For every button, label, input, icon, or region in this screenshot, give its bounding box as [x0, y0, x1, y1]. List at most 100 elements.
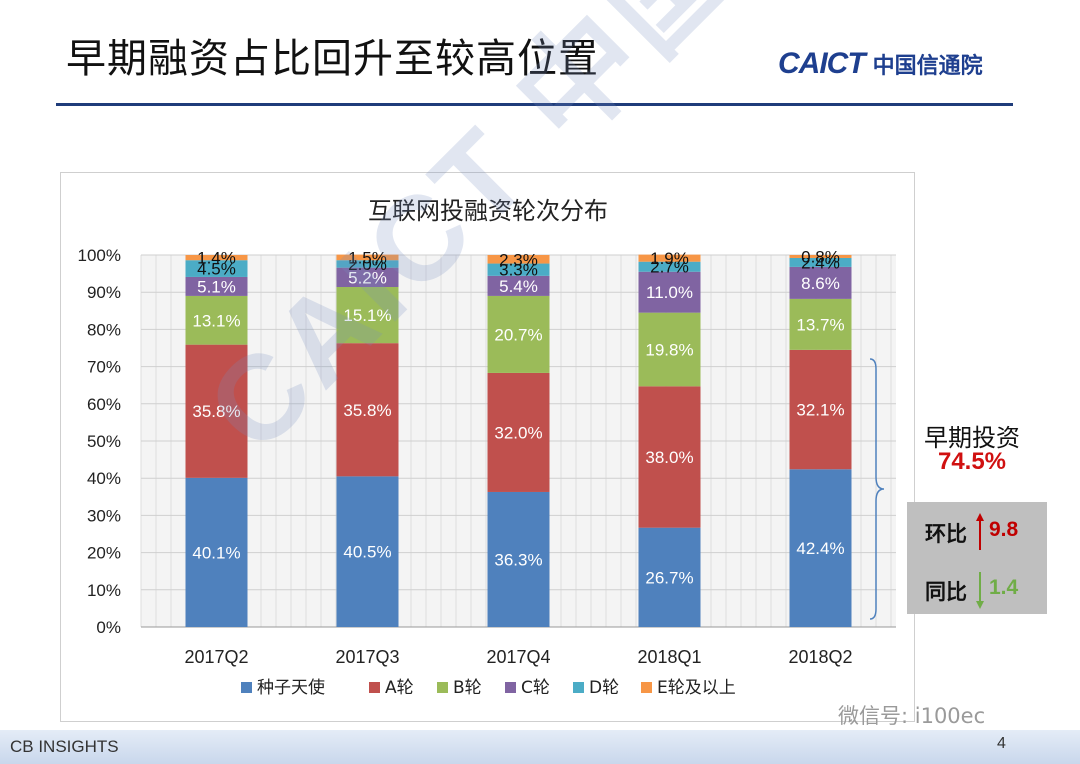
chart-panel: 互联网投融资轮次分布 0% 10% 20% 30% 40% 50% 60% 70% 80% 90% 1… — [60, 172, 915, 722]
data-label: 8.6% — [801, 274, 840, 293]
legend-swatch — [573, 682, 584, 693]
y-tick-label: 40% — [87, 469, 121, 488]
logo-text-en: CAICT — [778, 47, 866, 80]
data-label: 38.0% — [645, 448, 693, 467]
data-label: 5.4% — [499, 277, 538, 296]
data-label: 32.1% — [796, 401, 844, 420]
y-tick-label: 10% — [87, 581, 121, 600]
bar-segment — [336, 476, 399, 627]
footer-band — [0, 730, 1080, 764]
comparison-panel: 环比 9.8 同比 1.4 — [907, 502, 1047, 614]
data-label: 1.9% — [650, 249, 689, 268]
title-divider — [56, 103, 1013, 106]
data-label: 40.1% — [192, 543, 240, 562]
y-tick-label: 100% — [78, 246, 121, 265]
bar-segment — [638, 261, 701, 272]
qoq-value: 9.8 — [989, 518, 1019, 541]
bar-segment — [336, 286, 399, 344]
bar-segment — [185, 477, 248, 627]
data-label: 19.8% — [645, 340, 693, 359]
legend-label: A轮 — [385, 678, 414, 698]
data-label: 15.1% — [343, 306, 391, 325]
early-investment-label: 早期投资 — [924, 424, 1020, 452]
qoq-row: 环比 9.8 — [907, 510, 1047, 550]
legend-label: E轮及以上 — [657, 678, 736, 698]
data-label: 0.8% — [801, 247, 840, 266]
y-tick-label: 0% — [96, 618, 121, 637]
yoy-row: 同比 1.4 — [907, 568, 1047, 609]
y-tick-label: 50% — [87, 432, 121, 451]
data-label: 32.0% — [494, 423, 542, 442]
bar-segment — [185, 295, 248, 345]
bar-segment — [487, 255, 550, 264]
data-label: 35.8% — [192, 402, 240, 421]
qoq-label: 环比 — [925, 522, 967, 546]
data-label: 13.1% — [192, 311, 240, 330]
data-label: 5.1% — [197, 277, 236, 296]
data-label: 13.7% — [796, 315, 844, 334]
bar-segment — [789, 257, 852, 267]
legend-swatch — [505, 682, 516, 693]
bar-segment — [789, 349, 852, 470]
early-stage-bracket — [869, 358, 885, 620]
early-investment-value: 74.5% — [937, 448, 1007, 475]
bar-segment — [487, 491, 550, 627]
data-label: 2.4% — [801, 253, 840, 272]
slide-title: 早期融资占比回升至较高位置 — [66, 36, 599, 82]
data-label: 40.5% — [343, 543, 391, 562]
wechat-id: 微信号: i100ec — [838, 704, 986, 728]
y-tick-label: 90% — [87, 283, 121, 302]
bar-segment — [789, 266, 852, 299]
logo-text-cn: 中国信通院 — [872, 54, 983, 79]
down-arrow-icon — [976, 572, 984, 609]
legend-label: 种子天使 — [257, 677, 325, 698]
bar-segment — [336, 260, 399, 268]
x-tick-label: 2018Q1 — [637, 647, 701, 667]
legend-swatch — [437, 682, 448, 693]
bar-segment — [336, 254, 399, 261]
bar-segment — [638, 386, 701, 528]
stacked-bar-chart: 互联网投融资轮次分布 0% 10% 20% 30% 40% 50% 60% 70% 80% 90% 1… — [78, 197, 896, 698]
data-label: 3.3% — [499, 261, 538, 280]
legend-label: D轮 — [589, 678, 619, 698]
data-label: 1.5% — [348, 248, 387, 267]
x-tick-label: 2017Q4 — [486, 647, 550, 667]
data-label: 35.8% — [343, 401, 391, 420]
y-tick-label: 70% — [87, 358, 121, 377]
bar-segment — [336, 343, 399, 477]
x-tick-label: 2017Q2 — [184, 647, 248, 667]
bar-segment — [789, 298, 852, 350]
data-label: 2.7% — [650, 258, 689, 277]
bar-segment — [185, 276, 248, 296]
bar-segment — [638, 527, 701, 627]
bar-segment — [638, 312, 701, 387]
data-label: 4.5% — [197, 260, 236, 279]
data-label: 1.4% — [197, 249, 236, 268]
legend-swatch — [241, 682, 252, 693]
bar-segment — [336, 267, 399, 287]
data-label: 11.0% — [646, 283, 693, 302]
yoy-value: 1.4 — [989, 576, 1019, 599]
bar-segment — [487, 372, 550, 492]
bar-segment — [487, 275, 550, 296]
data-label: 5.2% — [348, 268, 387, 287]
data-label: 2.3% — [499, 250, 538, 269]
cb-insights-logo: CB INSIGHTS — [10, 737, 119, 756]
y-tick-label: 60% — [87, 395, 121, 414]
legend-swatch — [369, 682, 380, 693]
bar-segment — [789, 255, 852, 258]
data-label: 26.7% — [645, 568, 693, 587]
page-number: 4 — [997, 735, 1006, 752]
y-tick-label: 30% — [87, 506, 121, 525]
x-tick-label: 2018Q2 — [788, 647, 852, 667]
data-label: 20.7% — [494, 325, 542, 344]
bar-segment — [185, 344, 248, 478]
data-label: 36.3% — [494, 550, 542, 569]
bar-segment — [638, 271, 701, 313]
x-tick-label: 2017Q3 — [335, 647, 399, 667]
yoy-label: 同比 — [925, 580, 967, 604]
y-tick-label: 20% — [87, 544, 121, 563]
bar-segment — [185, 260, 248, 277]
legend-label: C轮 — [521, 678, 550, 698]
legend-label: B轮 — [453, 678, 482, 698]
